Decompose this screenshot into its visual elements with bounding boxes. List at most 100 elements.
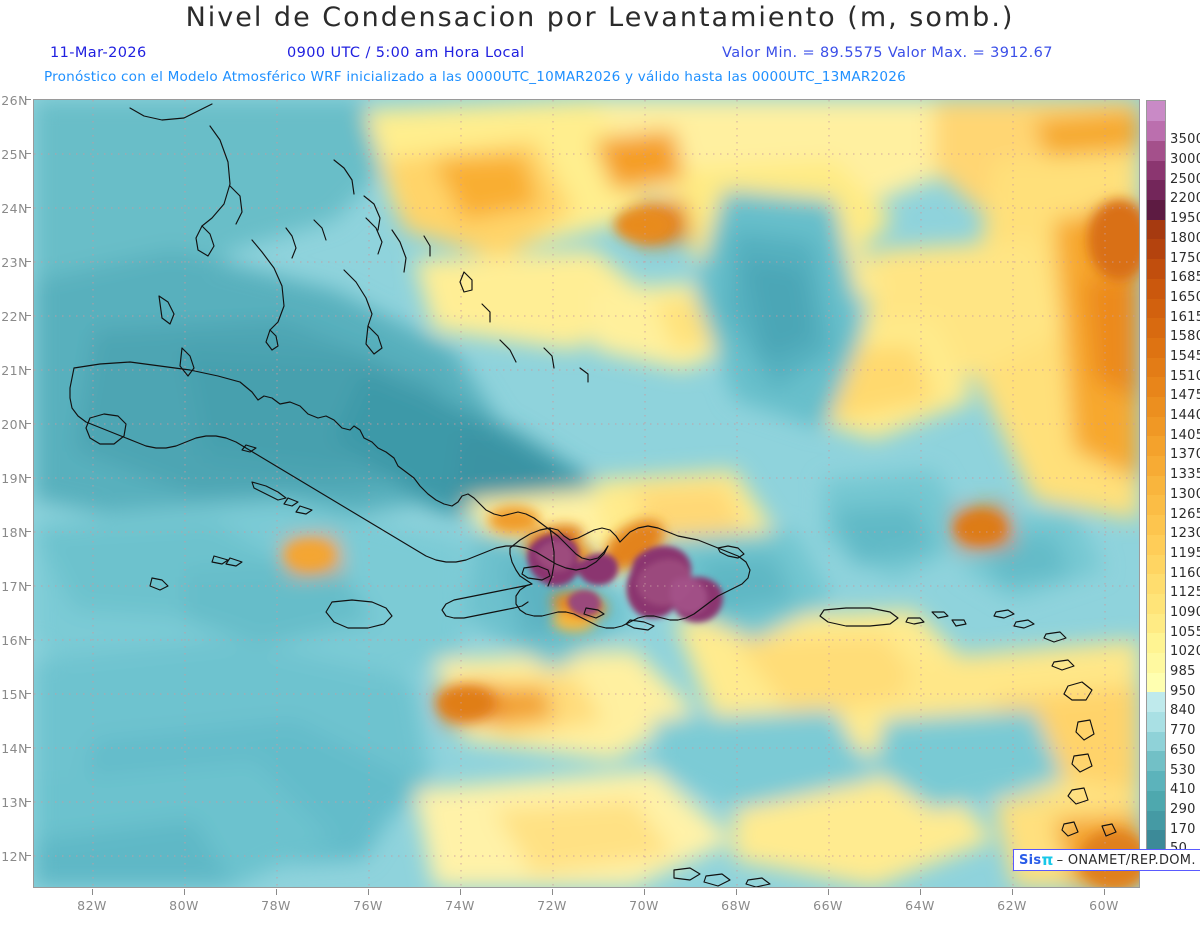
colorbar-tick-label: 985	[1170, 664, 1196, 680]
colorbar-cell	[1147, 809, 1165, 831]
colorbar-tick-label: 1090	[1170, 605, 1200, 620]
colorbar-cell	[1147, 416, 1165, 437]
colorbar-tick-label: 1580	[1170, 329, 1200, 345]
colorbar-cell	[1147, 770, 1165, 791]
colorbar-cell	[1147, 632, 1165, 653]
lon-tick	[1104, 889, 1105, 895]
colorbar-cell	[1147, 199, 1165, 220]
lon-tick	[276, 889, 277, 895]
colorbar-cell	[1147, 691, 1165, 713]
logo-agency-text: – ONAMET/REP.DOM.	[1056, 852, 1196, 868]
colorbar-cell	[1147, 317, 1165, 338]
lon-tick	[828, 889, 829, 895]
lat-tick-label: 14N	[1, 741, 28, 756]
lon-tick-label: 60W	[1089, 898, 1119, 913]
lon-tick	[644, 889, 645, 895]
colorbar-cell	[1147, 750, 1165, 772]
colorbar-cell	[1147, 494, 1165, 516]
page-title: Nivel de Condensacion por Levantamiento …	[185, 2, 1015, 33]
colorbar-tick-label: 1160	[1170, 565, 1200, 581]
lcl-contour-field	[34, 100, 1139, 887]
colorbar-tick-label: 1475	[1170, 388, 1200, 404]
colorbar-cell	[1147, 357, 1165, 378]
lat-tick-label: 17N	[1, 579, 28, 594]
colorbar-cell	[1147, 396, 1165, 417]
lat-tick-label: 15N	[1, 687, 28, 702]
lon-tick	[920, 889, 921, 895]
lon-tick-label: 72W	[537, 898, 567, 913]
colorbar-tick-label: 840	[1170, 703, 1196, 719]
lat-tick	[25, 477, 31, 478]
colorbar-tick-label: 1440	[1170, 408, 1200, 424]
colorbar-cell	[1147, 160, 1165, 181]
lat-tick	[25, 153, 31, 154]
colorbar-tick-label: 1615	[1170, 309, 1200, 325]
colorbar-cell	[1147, 140, 1165, 161]
lat-tick-label: 16N	[1, 633, 28, 648]
lat-tick-label: 18N	[1, 525, 28, 540]
lat-tick	[25, 639, 31, 640]
colorbar-tick-label: 1405	[1170, 427, 1200, 443]
colorbar-cell	[1147, 258, 1165, 279]
colorbar-tick-label: 770	[1170, 723, 1196, 739]
colorbar-tick-label: 1265	[1170, 506, 1200, 522]
colorbar-cell	[1147, 337, 1165, 358]
colorbar-tick-label: 1650	[1170, 289, 1200, 305]
lat-tick	[25, 531, 31, 532]
logo-sis-text: Sis	[1019, 852, 1042, 868]
colorbar-tick-label: 1125	[1170, 585, 1200, 601]
colorbar-cell	[1147, 553, 1165, 575]
colorbar-tick-label: 410	[1170, 782, 1196, 798]
colorbar-tick-label: 2200	[1170, 191, 1200, 207]
colorbar-tick-label: 3000	[1170, 152, 1200, 168]
colorbar-tick-label: 1055	[1170, 624, 1200, 640]
forecast-date: 11-Mar-2026	[50, 45, 147, 61]
lat-tick-label: 13N	[1, 795, 28, 810]
lat-tick	[25, 207, 31, 208]
colorbar-cell	[1147, 613, 1165, 634]
lat-tick	[25, 585, 31, 586]
weather-map[interactable]	[33, 99, 1140, 888]
lon-tick	[736, 889, 737, 895]
colorbar-cell	[1147, 435, 1165, 457]
colorbar-tick-label: 530	[1170, 762, 1196, 778]
colorbar-tick-label: 1685	[1170, 270, 1200, 286]
colorbar-tick-label: 1230	[1170, 526, 1200, 542]
colorbar-tick-label: 1300	[1170, 486, 1200, 502]
colorbar-cell	[1147, 534, 1165, 555]
colorbar-cell	[1147, 731, 1165, 752]
colorbar-cell	[1147, 652, 1165, 673]
colorbar-cell	[1147, 278, 1165, 299]
lon-tick-label: 82W	[77, 898, 107, 913]
lat-tick	[25, 423, 31, 424]
lat-tick	[25, 747, 31, 748]
lon-tick	[460, 889, 461, 895]
colorbar-tick-label: 290	[1170, 801, 1196, 817]
colorbar-cell	[1147, 455, 1165, 476]
attribution-logo: Sis π – ONAMET/REP.DOM.	[1013, 849, 1200, 871]
lat-tick-label: 19N	[1, 471, 28, 486]
lat-tick-label: 12N	[1, 849, 28, 864]
lat-tick-label: 20N	[1, 417, 28, 432]
colorbar-cell	[1147, 297, 1165, 319]
lat-tick	[25, 99, 31, 100]
colorbar-tick-label: 3500	[1170, 132, 1200, 148]
lon-tick-label: 66W	[813, 898, 843, 913]
lon-tick-label: 70W	[629, 898, 659, 913]
colorbar-tick-label: 650	[1170, 742, 1196, 758]
lon-tick-label: 78W	[261, 898, 291, 913]
lat-tick-label: 25N	[1, 147, 28, 162]
lat-tick-label: 26N	[1, 93, 28, 108]
lon-tick-label: 68W	[721, 898, 751, 913]
colorbar	[1146, 100, 1166, 870]
colorbar-cell	[1147, 573, 1165, 594]
colorbar-tick-label: 170	[1170, 821, 1196, 837]
logo-pi-icon: π	[1041, 851, 1054, 869]
colorbar-tick-label: 1800	[1170, 230, 1200, 246]
colorbar-cell	[1147, 593, 1165, 614]
colorbar-cell	[1147, 475, 1165, 496]
lon-tick-label: 64W	[905, 898, 935, 913]
lat-tick	[25, 801, 31, 802]
colorbar-tick-label: 950	[1170, 683, 1196, 699]
lat-tick	[25, 369, 31, 370]
